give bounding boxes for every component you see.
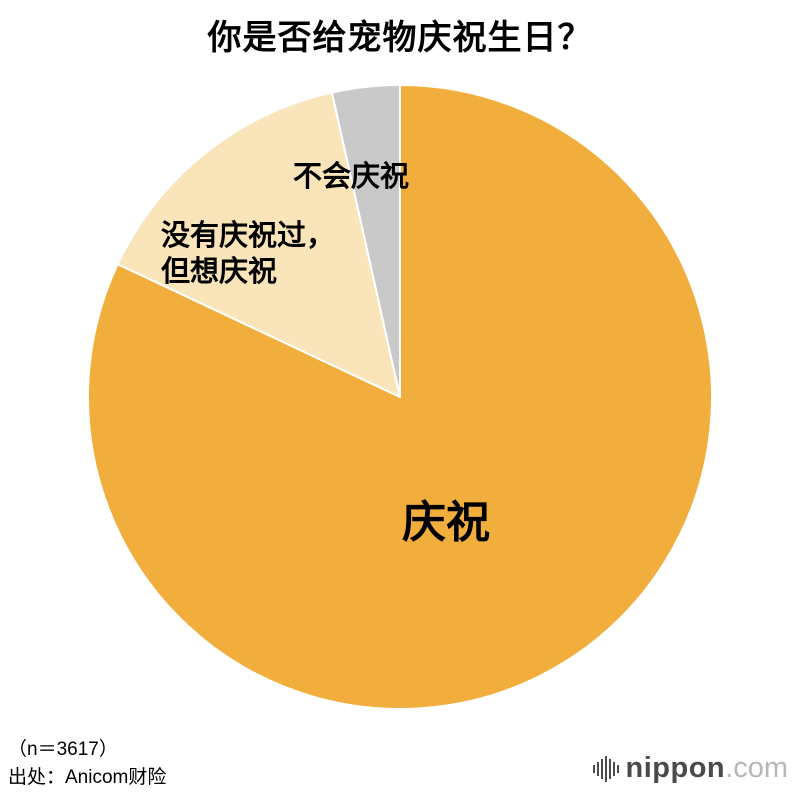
nippon-logo: nippon .com (592, 752, 788, 785)
slice-label-celebrate: 庆祝 (402, 498, 490, 547)
slice-label-want-line1: 没有庆祝过， (161, 220, 336, 252)
source-text: 出处：Anicom财险 (8, 766, 167, 788)
slice-label-want-line2: 但想庆祝 (161, 256, 278, 289)
pie-slice-want-to-celebrate (116, 91, 401, 398)
nippon-logo-bars-icon (592, 755, 619, 782)
logo-com-text: .com (725, 752, 788, 784)
sample-size: （n＝3617） (8, 739, 118, 760)
logo-nippon-text: nippon (625, 752, 726, 784)
chart-title: 你是否给宠物庆祝生日？ (207, 19, 593, 57)
pie-slice-no-celebrate (330, 84, 401, 398)
slice-label-want-to-celebrate: 没有庆祝过， 但想庆祝 (161, 218, 335, 291)
chart-footnotes: （n＝3617） 出处：Anicom财险 (8, 736, 166, 791)
slice-label-no-celebrate: 不会庆祝 (293, 161, 410, 193)
